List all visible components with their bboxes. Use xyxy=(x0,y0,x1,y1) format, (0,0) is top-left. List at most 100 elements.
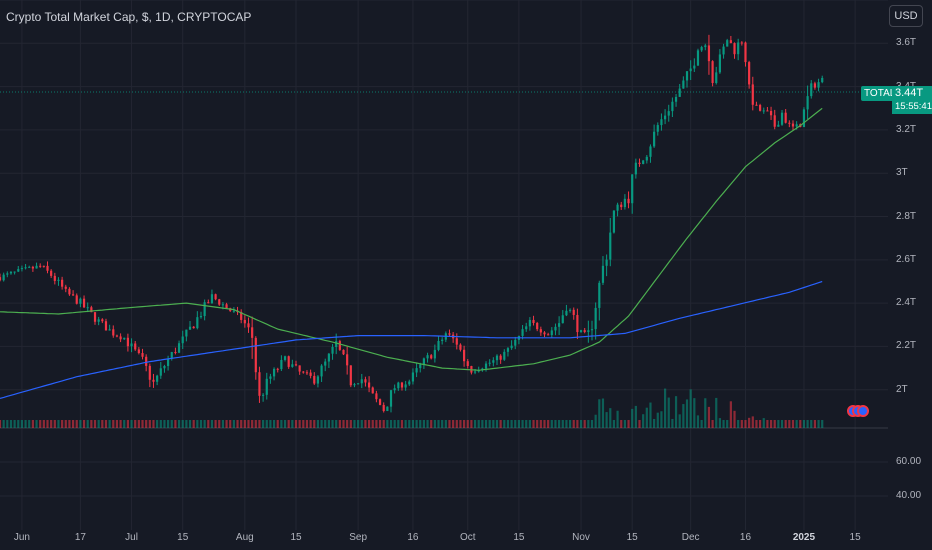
candle-body xyxy=(199,316,203,318)
volume-bar xyxy=(473,420,477,428)
candle-body xyxy=(123,337,126,340)
volume-bar xyxy=(663,388,667,428)
volume-bar xyxy=(210,420,214,428)
volume-bar xyxy=(773,420,776,428)
volume-bar xyxy=(642,414,645,428)
candle-body xyxy=(240,311,243,320)
volume-bar xyxy=(795,420,798,428)
volume-bar xyxy=(620,420,623,428)
candle-body xyxy=(167,358,170,366)
candle-body xyxy=(97,319,100,322)
volume-bar xyxy=(349,420,352,428)
candle-body xyxy=(784,112,787,123)
volume-bar xyxy=(185,420,188,428)
volume-bar xyxy=(587,420,590,428)
time-tick-label: 2025 xyxy=(792,532,816,543)
volume-bar xyxy=(207,420,210,428)
price-tick-label: 3.6T xyxy=(896,37,917,49)
candle-body xyxy=(335,341,338,347)
bar-countdown: 15:55:41 xyxy=(895,101,932,112)
time-tick-label: 15 xyxy=(626,532,638,543)
volume-bar xyxy=(294,420,298,428)
price-tick-label: 2.6T xyxy=(896,253,917,265)
candle-body xyxy=(415,368,418,373)
candle-body xyxy=(0,277,2,281)
volume-bar xyxy=(605,412,608,428)
candle-body xyxy=(287,356,290,367)
volume-bar xyxy=(707,406,711,428)
candle-body xyxy=(565,310,568,316)
candle-body xyxy=(145,356,148,366)
volume-bar xyxy=(558,420,561,428)
candle-body xyxy=(751,84,754,105)
volume-bar xyxy=(685,399,689,428)
time-tick-label: 16 xyxy=(739,532,752,543)
volume-bar xyxy=(813,420,817,428)
currency-button[interactable]: USD xyxy=(889,5,923,27)
candle-body xyxy=(667,111,670,116)
volume-bar xyxy=(437,420,440,428)
volume-bar xyxy=(79,420,82,428)
volume-bar xyxy=(466,420,469,428)
candle-body xyxy=(634,162,637,175)
candle-body xyxy=(276,368,279,370)
candle-body xyxy=(327,353,330,362)
candle-body xyxy=(13,271,16,273)
candle-body xyxy=(791,123,795,127)
volume-bar xyxy=(64,420,67,428)
volume-bar xyxy=(674,396,678,428)
volume-bar xyxy=(218,420,221,428)
candle-body xyxy=(170,352,173,359)
candle-body xyxy=(437,340,440,350)
candle-body xyxy=(466,361,469,367)
volume-bar xyxy=(740,420,743,428)
volume-bar xyxy=(484,420,488,428)
candle-body xyxy=(280,359,283,370)
volume-bar xyxy=(39,420,42,428)
candle-body xyxy=(689,68,692,72)
volume-bar xyxy=(170,420,173,428)
candle-body xyxy=(547,334,550,336)
volume-bar xyxy=(188,420,192,428)
volume-bar xyxy=(331,420,334,428)
volume-bar xyxy=(550,420,553,428)
volume-bar xyxy=(123,420,126,428)
candle-body xyxy=(232,310,235,312)
candle-body xyxy=(272,368,276,377)
volume-bar xyxy=(627,420,630,428)
candle-body xyxy=(590,329,594,331)
candle-body xyxy=(762,110,765,112)
volume-bar xyxy=(269,420,272,428)
volume-bar xyxy=(700,420,703,428)
volume-bar xyxy=(495,420,499,428)
volume-bar xyxy=(784,420,787,428)
volume-bar xyxy=(276,420,279,428)
volume-bar xyxy=(821,420,824,428)
volume-bar xyxy=(704,398,707,428)
event-markers[interactable] xyxy=(847,405,871,421)
candle-body xyxy=(696,50,700,66)
candle-body xyxy=(309,372,312,376)
candle-body xyxy=(685,71,689,81)
event-flag-icon[interactable] xyxy=(857,405,869,417)
volume-bar xyxy=(751,416,754,428)
volume-bar xyxy=(90,420,93,428)
candle-body xyxy=(393,388,396,391)
candle-body xyxy=(528,319,531,327)
volume-bar xyxy=(126,420,129,428)
candle-body xyxy=(163,365,166,369)
volume-bar xyxy=(609,408,612,428)
time-tick-label: 15 xyxy=(849,532,861,543)
candle-body xyxy=(503,351,506,360)
candle-body xyxy=(371,387,374,394)
candle-body xyxy=(674,96,678,102)
candle-body xyxy=(521,329,524,336)
volume-bar xyxy=(696,415,700,428)
candle-body xyxy=(740,42,743,44)
volume-bar xyxy=(320,420,323,428)
candle-body xyxy=(671,101,674,112)
volume-bar xyxy=(623,420,626,428)
candle-body xyxy=(64,286,67,289)
candle-body xyxy=(737,42,740,55)
